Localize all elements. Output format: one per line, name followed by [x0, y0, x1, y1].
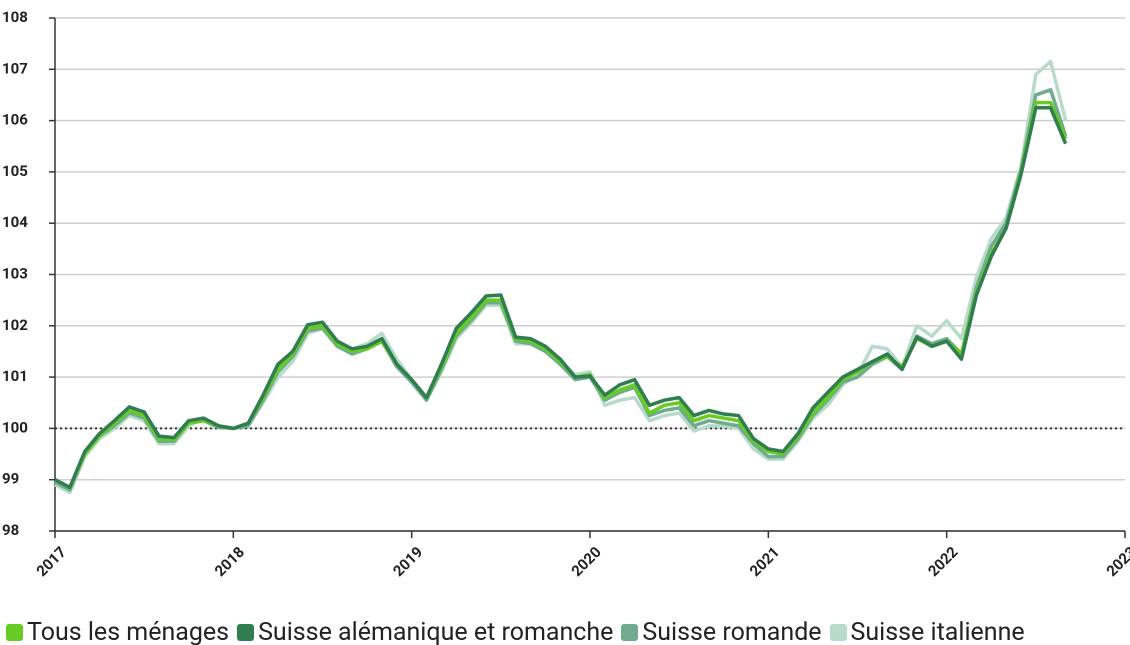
- y-tick-label: 98: [2, 521, 19, 539]
- y-tick-label: 104: [2, 213, 28, 231]
- legend-swatch: [621, 624, 639, 641]
- x-tick-label: 2023: [1103, 543, 1130, 580]
- series-line: [54, 106, 1068, 490]
- x-tick-label: 2017: [33, 543, 70, 580]
- y-tick-label: 102: [2, 316, 28, 334]
- y-tick-label: 105: [2, 162, 28, 180]
- legend-item: Suisse italienne: [829, 618, 1025, 645]
- legend-item: Suisse alémanique et romanche: [237, 618, 613, 645]
- y-tick-label: 99: [2, 470, 19, 488]
- x-tick-label: 2018: [211, 543, 248, 580]
- legend-label: Tous les ménages: [27, 618, 230, 645]
- y-tick-label: 100: [2, 418, 28, 436]
- legend-swatch: [829, 624, 847, 641]
- series-line: [54, 88, 1068, 492]
- x-tick-label: 2020: [568, 543, 605, 580]
- y-tick-label: 108: [2, 8, 28, 26]
- legend-label: Suisse alémanique et romanche: [258, 618, 614, 645]
- y-tick-label: 106: [2, 111, 28, 129]
- y-tick-label: 101: [2, 367, 28, 385]
- legend-label: Suisse romande: [642, 618, 822, 645]
- legend-label: Suisse italienne: [850, 618, 1025, 645]
- y-tick-label: 103: [2, 264, 28, 282]
- x-tick-label: 2022: [924, 543, 961, 580]
- legend-item: Tous les ménages: [6, 618, 229, 645]
- x-tick-label: 2019: [389, 543, 426, 580]
- x-tick-label: 2021: [746, 543, 783, 580]
- legend-swatch: [6, 624, 23, 641]
- legend-item: Suisse romande: [621, 618, 822, 645]
- y-tick-label: 107: [2, 59, 28, 77]
- chart: 98 99 100 101 102 103 104 105 106 107 108 2017 2018 2…: [2, 8, 1130, 580]
- legend-swatch: [237, 624, 255, 641]
- series-line: [54, 100, 1068, 490]
- legend: Tous les ménages Suisse alémanique et rom…: [6, 618, 1025, 645]
